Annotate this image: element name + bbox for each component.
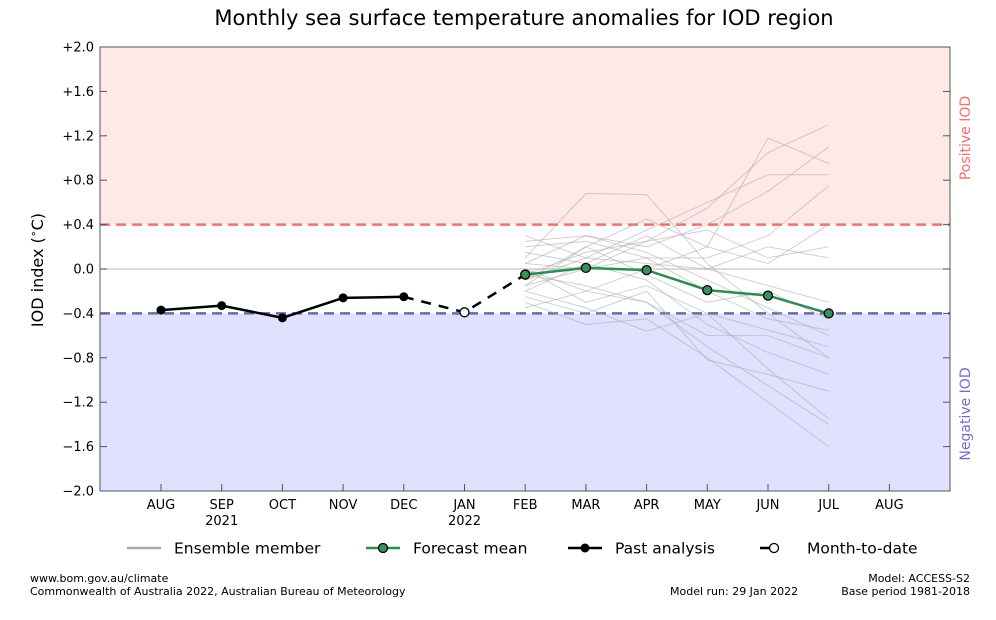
- legend-mtd-marker: [768, 542, 780, 554]
- footer-right: Model: ACCESS-S2 Base period 1981-2018: [841, 572, 970, 598]
- y-axis-label-unit: C): [28, 213, 47, 230]
- y-tick-label: −1.2: [62, 396, 94, 411]
- forecast-mean-line: [525, 266, 830, 315]
- past-analysis-point: [156, 305, 166, 315]
- x-tick-label: APR: [634, 498, 660, 513]
- ensemble-member-line: [525, 224, 829, 309]
- chart-title: Monthly sea surface temperature anomalie…: [214, 6, 833, 30]
- month-to-date-line: [403, 273, 526, 314]
- legend-past-marker: [580, 543, 590, 553]
- x-tick-label: MAY: [694, 498, 721, 513]
- y-tick-label: −0.4: [62, 307, 94, 322]
- x-tick-label: AUG: [147, 498, 175, 513]
- y-tick-label: +1.2: [62, 129, 94, 144]
- ensemble-member-line: [525, 257, 829, 331]
- legend-label: Month-to-date: [807, 540, 918, 558]
- past-analysis-point: [399, 292, 409, 302]
- ensemble-member-line: [524, 137, 829, 287]
- legend-label: Ensemble member: [174, 540, 321, 558]
- y-tick-label: +0.8: [62, 174, 94, 189]
- x-year-label: 2022: [448, 514, 481, 529]
- x-year-label: 2021: [205, 514, 238, 529]
- degree-symbol: ∘: [27, 230, 40, 237]
- y-tick-label: −0.8: [62, 351, 94, 366]
- positive-iod-label: Positive IOD: [958, 96, 974, 180]
- x-tick-label: NOV: [329, 498, 358, 513]
- series-lines: [156, 262, 834, 323]
- negative-iod-label: Negative IOD: [958, 367, 974, 460]
- footer-copyright: Commonwealth of Australia 2022, Australi…: [30, 585, 406, 598]
- footer-model: Model: ACCESS-S2: [868, 572, 970, 585]
- y-tick-label: +0.4: [62, 218, 94, 233]
- forecast-mean-point: [823, 308, 834, 319]
- x-tick-label: JUN: [755, 498, 779, 513]
- negative-iod-region: [100, 313, 950, 491]
- x-tick-label: DEC: [390, 498, 417, 513]
- x-axis-ticks: AUG SEP OCT NOV DEC JAN FEB MAR APR MAY JUN JUL AUG 2…: [147, 484, 904, 529]
- forecast-mean-point: [702, 284, 713, 296]
- legend-forecast-marker: [377, 542, 389, 554]
- ensemble-members: [524, 124, 830, 448]
- ensemble-member-line: [525, 235, 829, 303]
- ensemble-member-line: [524, 268, 829, 348]
- footer-model-run: Model run: 29 Jan 2022: [670, 585, 799, 598]
- ensemble-member-line: [525, 274, 829, 359]
- ensemble-member-line: [525, 251, 829, 375]
- ensemble-member-line: [525, 290, 829, 392]
- x-tick-label: FEB: [513, 498, 538, 513]
- month-to-date-point: [459, 307, 470, 318]
- x-tick-label: SEP: [210, 498, 234, 513]
- legend: Ensemble member Forecast mean Past analysi…: [127, 540, 918, 558]
- y-tick-label: +2.0: [62, 41, 94, 56]
- legend-label: Forecast mean: [413, 540, 527, 558]
- y-tick-label: −1.6: [62, 440, 94, 455]
- ensemble-member-line: [525, 124, 829, 276]
- forecast-mean-point: [580, 262, 592, 274]
- past-analysis-point: [217, 301, 227, 311]
- forecast-mean-point: [520, 269, 531, 280]
- footer-left: www.bom.gov.au/climate Commonwealth of A…: [30, 572, 405, 598]
- ensemble-member-line: [524, 246, 829, 320]
- legend-label: Past analysis: [615, 540, 715, 558]
- y-tick-label: 0.0: [73, 263, 94, 278]
- x-tick-label: JAN: [452, 498, 475, 513]
- y-tick-label: +1.6: [62, 85, 94, 100]
- y-axis-label: IOD index (∘C): [27, 213, 47, 327]
- footer-url: www.bom.gov.au/climate: [30, 572, 169, 585]
- y-axis-label-text: IOD index (: [28, 237, 47, 327]
- x-tick-label: AUG: [875, 498, 903, 513]
- y-axis-ticks: +2.0 +1.6 +1.2 +0.8 +0.4 0.0 −0.4 −0.8 −1.2 −1.6 −…: [62, 41, 950, 500]
- x-tick-label: MAR: [571, 498, 600, 513]
- forecast-mean-point: [762, 290, 774, 301]
- x-tick-label: OCT: [269, 498, 296, 513]
- footer-base-period: Base period 1981-2018: [841, 585, 970, 598]
- plot-area: +2.0 +1.6 +1.2 +0.8 +0.4 0.0 −0.4 −0.8 −1.2 −1.6 −…: [62, 41, 951, 529]
- y-tick-label: −2.0: [62, 485, 94, 500]
- forecast-mean-point: [641, 264, 652, 276]
- past-analysis-point: [277, 313, 287, 323]
- ensemble-member-line: [525, 268, 829, 425]
- positive-iod-region: [100, 47, 950, 225]
- x-tick-label: JUL: [817, 498, 839, 513]
- past-analysis-point: [338, 293, 348, 303]
- ensemble-member-line: [525, 301, 829, 448]
